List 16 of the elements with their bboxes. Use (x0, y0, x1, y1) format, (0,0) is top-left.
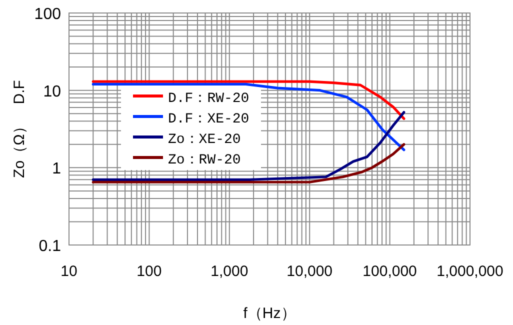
legend-label: D.F：XE-20 (168, 112, 250, 128)
y-tick-label: 100 (34, 6, 62, 23)
x-tick-label: 10 (60, 263, 78, 280)
legend-label: Zo：XE-20 (168, 132, 241, 148)
legend-label: Zo：RW-20 (168, 152, 241, 168)
x-tick-label: 1,000,000 (436, 263, 504, 280)
y-tick-label: 10 (43, 83, 62, 100)
legend-label: D.F：RW-20 (168, 91, 250, 107)
x-axis-title: f（Hz） (243, 305, 296, 322)
x-tick-label: 100 (136, 263, 162, 280)
x-tick-label: 1,000 (210, 263, 248, 280)
y-tick-label: 1 (52, 160, 62, 178)
x-tick-label: 10,000 (286, 263, 333, 280)
y-axis-title: Zo（Ω） D.F (11, 80, 28, 178)
x-tick-label: 100,000 (362, 263, 417, 280)
y-tick-label: 0.1 (38, 238, 62, 255)
